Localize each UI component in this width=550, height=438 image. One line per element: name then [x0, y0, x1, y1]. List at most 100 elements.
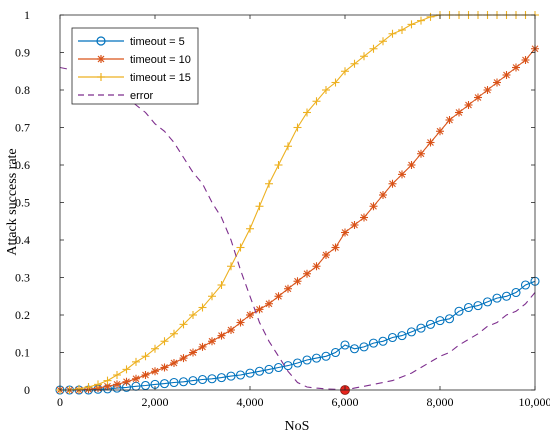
data-point [103, 382, 112, 391]
data-point [246, 224, 254, 233]
data-point [436, 127, 444, 136]
data-point [254, 366, 265, 376]
data-point [226, 371, 236, 381]
data-point [151, 367, 159, 376]
data-point [454, 306, 464, 316]
y-tick-label: 0 [24, 383, 30, 397]
y-tick-label: 0.7 [15, 121, 30, 135]
x-tick-label: 6,000 [332, 395, 359, 409]
data-point [293, 123, 302, 132]
data-point [340, 340, 350, 350]
data-point [388, 179, 397, 188]
data-point [189, 348, 197, 357]
data-point [417, 16, 425, 25]
data-point [197, 374, 208, 385]
y-tick-label: 0.3 [15, 271, 30, 285]
data-point [122, 365, 131, 374]
data-point [322, 86, 330, 94]
data-point [302, 355, 312, 365]
x-axis-label: NoS [285, 419, 310, 434]
legend-label-timeout-10: timeout = 10 [130, 54, 191, 66]
data-point [274, 161, 283, 169]
data-point [113, 380, 121, 389]
data-point [379, 191, 387, 199]
data-point [293, 277, 302, 286]
series-layer [55, 11, 540, 395]
series-error [59, 66, 536, 391]
data-point [208, 337, 216, 346]
data-point [75, 384, 83, 393]
x-tick-label: 10,000 [519, 395, 550, 409]
data-point [151, 344, 159, 353]
data-point [122, 377, 131, 386]
data-point [265, 299, 273, 308]
data-point [274, 292, 283, 301]
data-point [235, 370, 246, 380]
data-point [426, 138, 435, 147]
data-point [160, 363, 169, 372]
data-point [445, 116, 454, 124]
data-point [132, 374, 140, 383]
data-point [227, 326, 235, 334]
data-point [407, 20, 416, 29]
data-point [426, 12, 435, 21]
data-point [492, 293, 502, 303]
data-point [159, 379, 170, 389]
data-point [349, 344, 360, 354]
data-point [331, 243, 340, 252]
data-point [246, 311, 254, 319]
series-line [59, 66, 536, 391]
legend-label-timeout-5: timeout = 5 [130, 36, 185, 48]
data-point [350, 221, 359, 229]
data-point [179, 320, 188, 329]
data-point [406, 327, 417, 337]
data-point [273, 362, 284, 373]
data-point [483, 86, 492, 94]
legend: timeout = 5 timeout = 10 timeout = 15 er… [71, 27, 199, 105]
data-point [341, 67, 349, 76]
data-point [398, 170, 406, 179]
data-point [141, 352, 150, 361]
data-point [341, 228, 349, 237]
data-point [245, 368, 255, 378]
data-point [501, 291, 512, 301]
legend-marker-timeout-10 [97, 55, 105, 63]
data-point [160, 337, 169, 346]
data-point [444, 314, 455, 324]
data-point [435, 316, 445, 326]
data-point [387, 332, 398, 343]
data-point [520, 280, 531, 290]
data-point [227, 262, 235, 271]
data-point [330, 347, 341, 358]
data-point [207, 374, 217, 384]
x-tick-label: 2,000 [142, 395, 169, 409]
data-point [312, 97, 321, 106]
data-point [331, 78, 340, 87]
data-point [417, 149, 425, 158]
data-point [255, 305, 264, 314]
data-point [379, 37, 387, 46]
data-point [322, 251, 330, 259]
data-point [303, 269, 311, 278]
data-point [398, 26, 406, 34]
data-point [360, 213, 368, 222]
data-point [198, 342, 207, 351]
data-point [416, 323, 426, 333]
y-tick-label: 0.6 [15, 158, 30, 172]
data-point [464, 101, 473, 109]
data-point [360, 52, 368, 61]
data-point [264, 364, 274, 374]
y-tick-label: 0.1 [15, 346, 30, 360]
data-point [188, 376, 198, 386]
data-point [511, 287, 521, 298]
data-point [236, 318, 245, 327]
series-timeout-10 [56, 44, 539, 394]
data-point [179, 354, 188, 363]
data-point [425, 319, 436, 329]
data-point [265, 179, 273, 188]
data-point [369, 202, 378, 211]
data-point [103, 376, 112, 385]
y-tick-label: 0.5 [15, 196, 30, 210]
y-tick-label: 0.8 [15, 83, 30, 97]
legend-label-timeout-15: timeout = 15 [130, 72, 191, 84]
